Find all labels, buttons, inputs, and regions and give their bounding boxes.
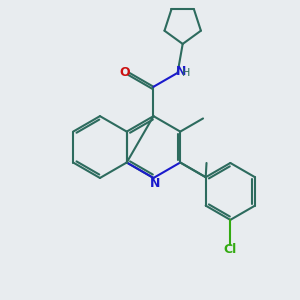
Text: Cl: Cl	[224, 242, 237, 256]
Text: N: N	[176, 65, 186, 78]
Text: N: N	[150, 177, 160, 190]
Text: O: O	[120, 66, 130, 79]
Text: H: H	[182, 68, 190, 78]
